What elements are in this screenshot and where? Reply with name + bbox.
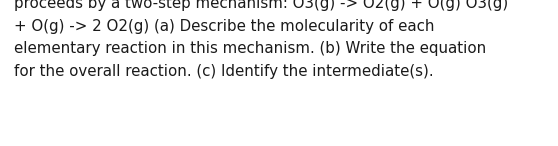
Text: It has been proposed that the conversion of ozone into O2
proceeds by a two-step: It has been proposed that the conversion… [14,0,508,79]
